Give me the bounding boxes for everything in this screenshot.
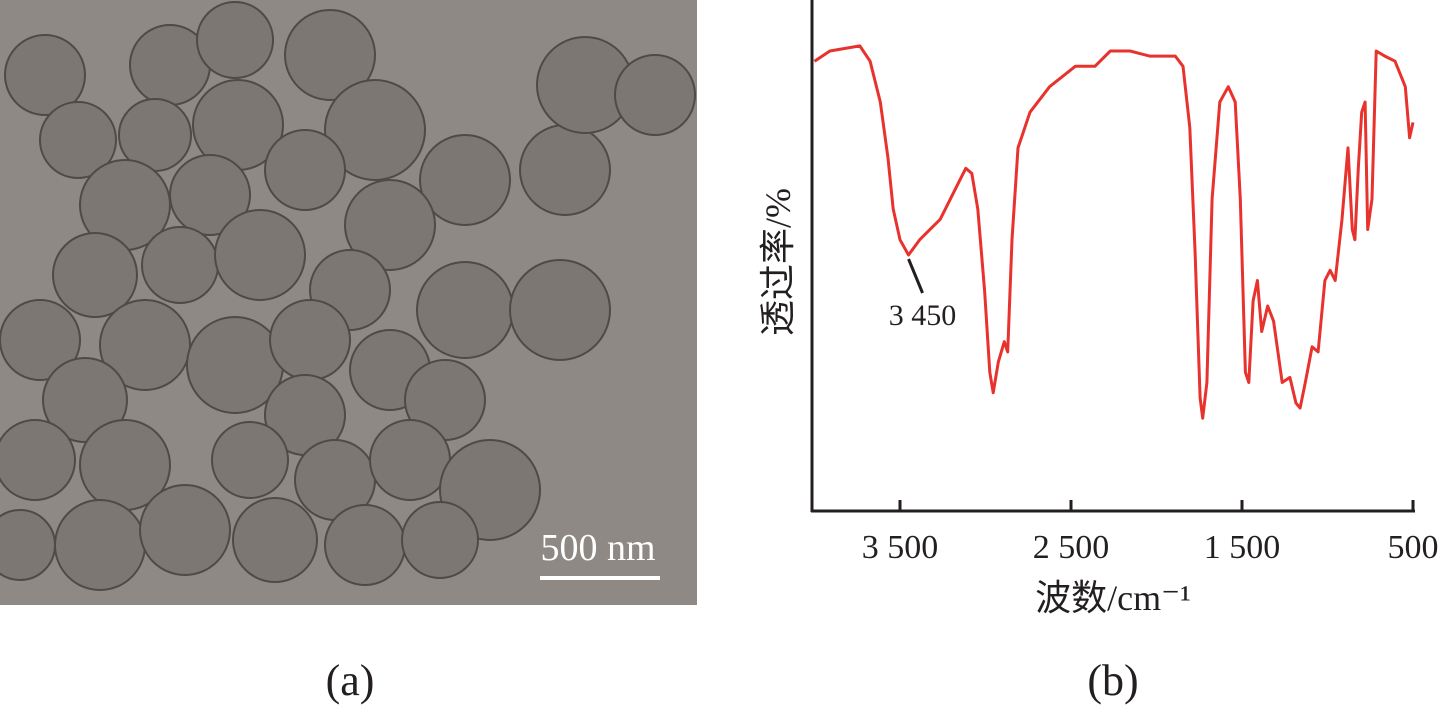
x-tick-label: 500 [1388, 529, 1439, 566]
caption: (a) [326, 656, 375, 705]
annotation-label: 3 450 [889, 299, 957, 332]
annotation-leader [907, 258, 924, 294]
scale-bar-label: 500 nm [540, 527, 655, 569]
y-axis-label: 透过率/% [758, 188, 798, 336]
tem-image: 500 nm [0, 0, 697, 605]
particles [0, 1, 696, 591]
x-tick-label: 2 500 [1033, 529, 1110, 566]
x-tick-label: 1 500 [1204, 529, 1281, 566]
x-axis-label: 波数/cm⁻¹ [1035, 578, 1191, 618]
ftir-chart: 3 500 2 500 1 500 500 波数/cm⁻¹ 透过率/% 3 450 [758, 0, 1439, 618]
x-tick-label: 3 500 [862, 529, 939, 566]
caption: (b) [1087, 656, 1138, 705]
spectrum-line [813, 44, 1415, 420]
